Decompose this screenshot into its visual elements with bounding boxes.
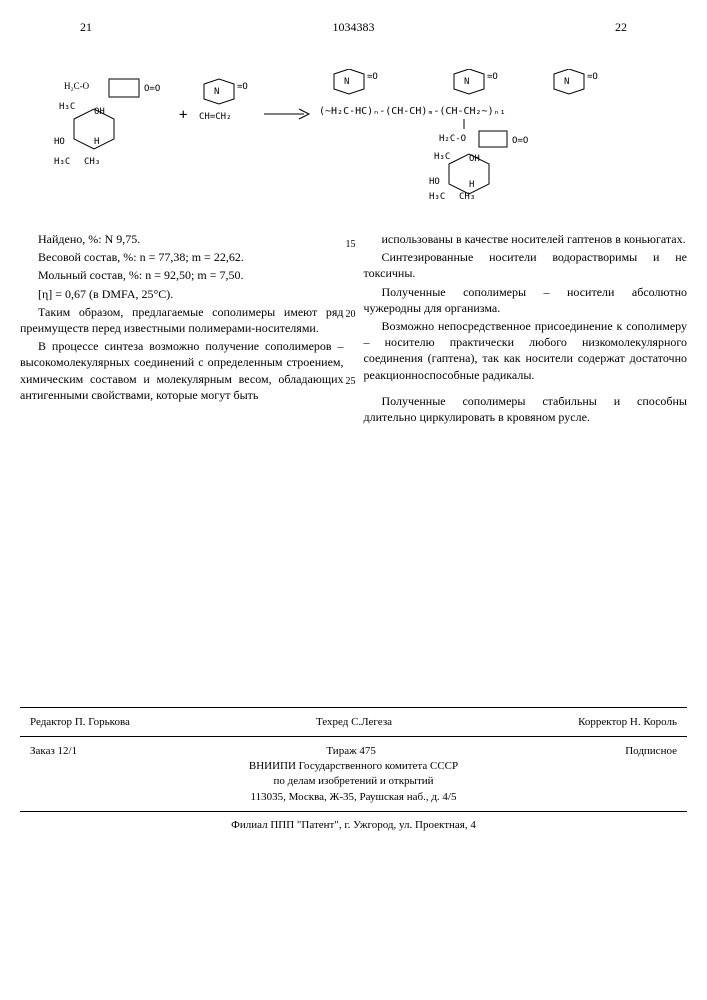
svg-text:+: + [179,107,187,123]
page-footer: Редактор П. Горькова Техред С.Легеза Кор… [20,707,687,834]
order-number: Заказ 12/1 [30,745,77,757]
svg-text:CH₃: CH₃ [84,157,100,167]
print-info-row: Заказ 12/1 Тираж 475 Подписное [20,743,687,759]
corrector-credit: Корректор Н. Король [578,716,677,728]
svg-text:CH=CH₂: CH=CH₂ [199,112,232,122]
svg-text:H: H [469,180,474,190]
org-line-2: по делам изобретений и открытий [20,774,687,789]
svg-text:H₃C: H₃C [54,157,70,167]
page-number-right: 22 [615,20,627,35]
svg-text:(~H₂C-HC)ₙ-(CH-CH)ₘ-(CH-CH₂~)ₙ: (~H₂C-HC)ₙ-(CH-CH)ₘ-(CH-CH₂~)ₙ₁ [319,106,506,117]
line-marker-20: 20 [346,309,356,320]
line-marker-15: 15 [346,239,356,250]
tirage: Тираж 475 [326,745,376,757]
svg-text:=O: =O [237,82,248,92]
svg-text:HO: HO [54,137,65,147]
line-marker-25: 25 [346,376,356,387]
tech-credit: Техред С.Легеза [316,716,392,728]
molar-composition: Мольный состав, %: n = 92,50; m = 7,50. [20,267,344,283]
svg-text:O=O: O=O [144,84,160,94]
svg-text:=O: =O [487,72,498,82]
svg-text:H₃C: H₃C [429,192,445,199]
svg-text:H₂C-O: H₂C-O [64,81,90,91]
chemical-reaction-diagram: H₂C-O O=O H₃C OH HO H H₃C CH₃ + N =O CH=… [54,69,654,199]
foreign-to-organism: Полученные сополимеры – носители абсолют… [364,284,688,316]
text-columns: Найдено, %: N 9,75. Весовой состав, %: n… [20,231,687,427]
address: 113035, Москва, Ж-35, Раушская наб., д. … [20,790,687,805]
synthesis-process: В процессе синтеза возможно получение со… [20,338,344,403]
direct-attachment: Возможно непосредственное присоединение … [364,318,688,383]
svg-text:HO: HO [429,177,440,187]
svg-text:H₂C-O: H₂C-O [439,134,466,144]
org-line-1: ВНИИПИ Государственного комитета СССР [20,759,687,774]
svg-text:=O: =O [587,72,598,82]
svg-text:CH₃: CH₃ [459,192,475,199]
svg-text:O=O: O=O [512,136,528,146]
publisher-info: ВНИИПИ Государственного комитета СССР по… [20,759,687,805]
water-soluble: Синтезированные носители водорастворимы … [364,249,688,281]
page-header: 21 1034383 22 [20,20,687,35]
advantages-intro: Таким образом, предлагаемые сополимеры и… [20,304,344,336]
page-number-left: 21 [80,20,92,35]
svg-text:H: H [94,137,99,147]
hapten-carriers: использованы в качестве носителей гаптен… [364,231,688,247]
svg-text:=O: =O [367,72,378,82]
subscription: Подписное [625,745,677,757]
found-percent: Найдено, %: N 9,75. [20,231,344,247]
svg-text:H₃C: H₃C [59,102,75,112]
left-column: Найдено, %: N 9,75. Весовой состав, %: n… [20,231,344,427]
patent-number: 1034383 [333,20,375,35]
editor-credit: Редактор П. Горькова [30,716,130,728]
svg-text:H₃C: H₃C [434,152,450,162]
credits-row: Редактор П. Горькова Техред С.Легеза Кор… [20,714,687,730]
branch-info: Филиал ППП "Патент", г. Ужгород, ул. Про… [20,818,687,833]
viscosity: [η] = 0,67 (в DMFA, 25°C). [20,286,344,302]
right-column: 15 20 25 использованы в качестве носител… [364,231,688,427]
stable-circulation: Полученные сополимеры стабильны и способ… [364,393,688,425]
svg-text:N: N [344,77,349,87]
svg-text:N: N [564,77,569,87]
svg-text:N: N [464,77,469,87]
weight-composition: Весовой состав, %: n = 77,38; m = 22,62. [20,249,344,265]
svg-text:N: N [214,87,219,97]
chemical-structure: H₂C-O O=O H₃C OH HO H H₃C CH₃ + N =O CH=… [20,45,687,211]
